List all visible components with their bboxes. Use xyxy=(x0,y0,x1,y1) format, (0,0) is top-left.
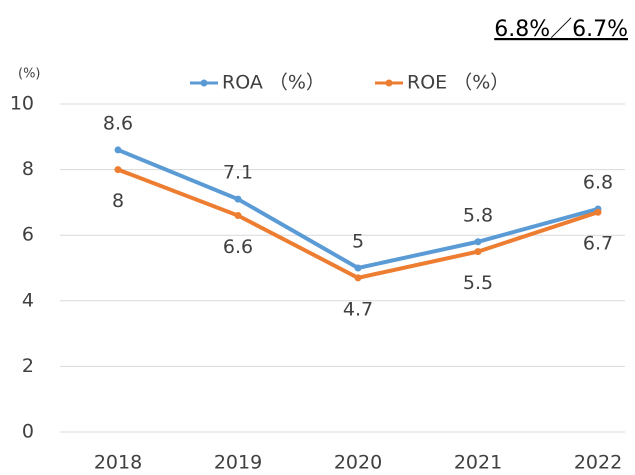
legend-label: ROE （%） xyxy=(407,72,509,94)
legend-marker xyxy=(200,79,208,87)
data-label: 6.7 xyxy=(583,233,613,255)
y-tick-label: 6 xyxy=(22,224,34,246)
y-tick-label: 0 xyxy=(22,421,34,443)
data-label: 6.6 xyxy=(223,236,253,258)
line xyxy=(117,167,599,280)
data-label: 5 xyxy=(352,231,364,253)
point xyxy=(234,212,242,220)
data-label: 7.1 xyxy=(223,162,253,184)
y-tick-label: 2 xyxy=(22,355,34,377)
point xyxy=(234,195,242,203)
data-label: 8.6 xyxy=(103,112,133,134)
x-tick-label: 2022 xyxy=(574,452,622,474)
legend-label: ROA （%） xyxy=(222,72,325,94)
legend-marker xyxy=(385,79,393,87)
data-label: 6.8 xyxy=(583,171,613,193)
chart-title: 6.8%／6.7% xyxy=(494,17,628,42)
y-tick-label: 10 xyxy=(10,93,34,115)
point xyxy=(114,166,122,174)
data-label: 8 xyxy=(112,190,124,212)
point xyxy=(594,208,602,216)
point xyxy=(354,274,362,282)
point xyxy=(474,238,482,246)
data-label: 5.5 xyxy=(463,272,493,294)
x-tick-label: 2021 xyxy=(454,452,502,474)
data-label: 5.8 xyxy=(463,204,493,226)
point xyxy=(114,146,122,154)
y-axis-label: (%) xyxy=(18,67,41,82)
x-tick-label: 2018 xyxy=(94,452,142,474)
point xyxy=(474,248,482,256)
data-label: 4.7 xyxy=(343,298,373,320)
y-tick-label: 4 xyxy=(22,289,34,311)
y-tick-label: 8 xyxy=(22,158,34,180)
x-tick-label: 2019 xyxy=(214,452,262,474)
point xyxy=(354,264,362,272)
x-tick-label: 2020 xyxy=(334,452,382,474)
